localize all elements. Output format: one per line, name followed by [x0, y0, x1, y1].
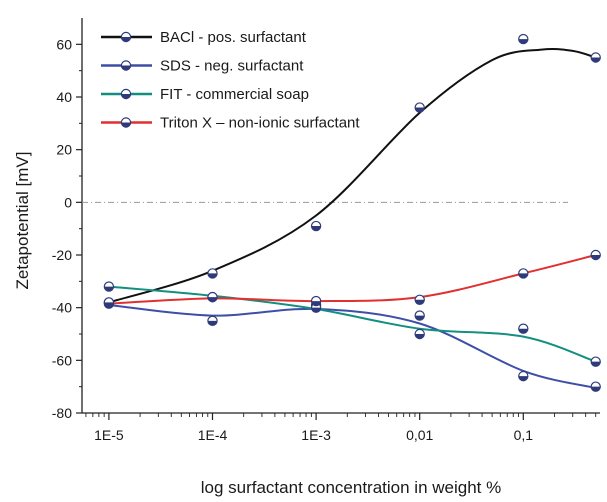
x-tick-label: 1E-3 — [301, 427, 331, 443]
legend-item-sds: SDS - neg. surfactant — [101, 58, 304, 75]
data-point-triton — [311, 296, 320, 305]
data-point-bacl — [415, 103, 424, 112]
y-tick-label: 40 — [56, 89, 72, 105]
data-point-fit — [591, 357, 600, 366]
legend-marker-fit — [121, 89, 130, 98]
data-point-sds — [591, 382, 600, 391]
y-tick-label: 20 — [56, 142, 72, 158]
x-tick-label: 1E-5 — [94, 427, 124, 443]
legend-item-triton: Triton X – non-ionic surfactant — [101, 115, 360, 132]
data-point-fit — [415, 311, 424, 320]
y-tick-label: -20 — [52, 247, 72, 263]
x-tick-label: 0,01 — [406, 427, 433, 443]
data-point-triton — [208, 293, 217, 302]
data-point-triton — [415, 295, 424, 304]
data-point-sds — [519, 372, 528, 381]
legend-label-sds: SDS - neg. surfactant — [160, 58, 304, 75]
axes: -80 -60 -40 -20 0 20 40 60 1E-5 1E-4 1E-3 0,01 0,1 — [52, 18, 600, 443]
x-tick-label: 0,1 — [514, 427, 534, 443]
data-point-bacl — [208, 269, 217, 278]
y-tick-label: -80 — [52, 405, 72, 421]
legend-item-fit: FIT - commercial soap — [101, 86, 309, 103]
legend-marker-sds — [121, 61, 130, 70]
legend-label-bacl: BACl - pos. surfactant — [160, 29, 307, 46]
series-line-triton — [109, 255, 596, 304]
legend: BACl - pos. surfactant SDS - neg. surfact… — [101, 29, 360, 132]
y-tick-label: -40 — [52, 300, 72, 316]
data-point-bacl — [519, 34, 528, 43]
x-axis-label: log surfactant concentration in weight % — [201, 478, 502, 497]
legend-item-bacl: BACl - pos. surfactant — [101, 29, 307, 46]
legend-label-triton: Triton X – non-ionic surfactant — [160, 115, 360, 132]
data-point-sds — [415, 329, 424, 338]
data-point-fit — [104, 282, 113, 291]
data-point-triton — [104, 298, 113, 307]
data-point-triton — [519, 269, 528, 278]
x-tick-label: 1E-4 — [198, 427, 228, 443]
y-tick-label: 60 — [56, 36, 72, 52]
legend-marker-bacl — [121, 32, 130, 41]
data-point-bacl — [591, 53, 600, 62]
legend-marker-triton — [121, 118, 130, 127]
data-point-fit — [519, 324, 528, 333]
legend-label-fit: FIT - commercial soap — [160, 86, 309, 103]
data-point-bacl — [311, 221, 320, 230]
y-tick-label: -60 — [52, 352, 72, 368]
y-tick-label: 0 — [64, 194, 72, 210]
data-point-sds — [208, 316, 217, 325]
data-point-triton — [591, 250, 600, 259]
y-axis-label: Zetapotential [mV] — [13, 152, 32, 290]
